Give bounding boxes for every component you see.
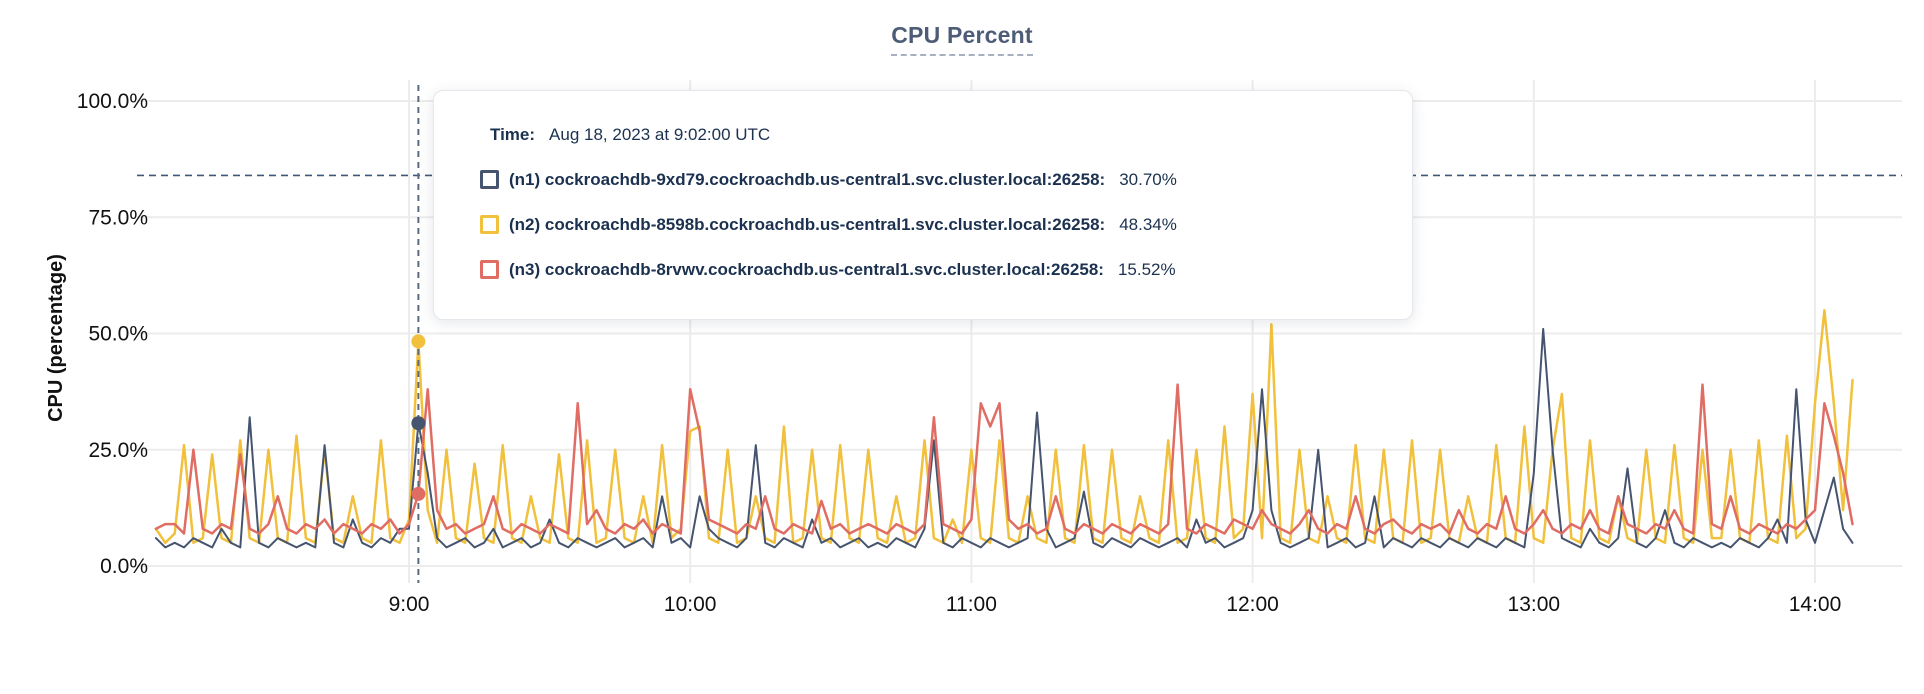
y-axis-tick-label: 0.0% (100, 555, 148, 578)
x-axis-tick-label: 12:00 (1226, 593, 1279, 616)
tooltip-series-row-n1: (n1) cockroachdb-9xd79.cockroachdb.us-ce… (480, 157, 1412, 202)
series-line-n1[interactable] (154, 327, 1854, 549)
chart-tooltip: Time: Aug 18, 2023 at 9:02:00 UTC (n1) co… (433, 90, 1413, 320)
tooltip-series-row-n2: (n2) cockroachdb-8598b.cockroachdb.us-ce… (480, 202, 1412, 247)
tooltip-series-value: 48.34% (1119, 214, 1177, 234)
tooltip-time-row: Time: Aug 18, 2023 at 9:02:00 UTC (490, 125, 1412, 145)
tooltip-series-label: (n3) cockroachdb-8rvwv.cockroachdb.us-ce… (509, 259, 1104, 279)
chart-title[interactable]: CPU Percent (891, 22, 1033, 56)
y-axis-tick-label: 100.0% (77, 90, 148, 113)
tooltip-series-row-n3: (n3) cockroachdb-8rvwv.cockroachdb.us-ce… (480, 247, 1412, 292)
x-axis-tick-label: 13:00 (1508, 593, 1561, 616)
tooltip-time-value: Aug 18, 2023 at 9:02:00 UTC (549, 125, 771, 144)
x-axis-tick-label: 14:00 (1789, 593, 1842, 616)
x-axis-tick-label: 11:00 (946, 593, 997, 616)
tooltip-time-label: Time: (490, 125, 536, 144)
series-swatch-icon-n1 (480, 170, 499, 189)
x-axis-tick-label: 10:00 (664, 593, 717, 616)
y-axis-tick-label: 75.0% (88, 206, 148, 229)
tooltip-series-label: (n2) cockroachdb-8598b.cockroachdb.us-ce… (509, 214, 1106, 234)
hover-point-dot-n3 (411, 486, 426, 501)
tooltip-series-value: 15.52% (1117, 259, 1176, 279)
series-line-n3[interactable] (154, 383, 1854, 535)
x-axis-tick-label: 9:00 (389, 593, 430, 616)
chart-header: CPU Percent (0, 22, 1924, 56)
tooltip-series-label: (n1) cockroachdb-9xd79.cockroachdb.us-ce… (509, 169, 1106, 189)
series-swatch-icon-n3 (480, 260, 499, 279)
hover-point-dot-n2 (411, 334, 426, 349)
y-axis-title: CPU (percentage) (45, 254, 67, 422)
series-swatch-icon-n2 (480, 215, 499, 234)
y-axis-tick-label: 25.0% (88, 439, 148, 462)
series-line-n2[interactable] (154, 309, 1854, 545)
tooltip-series-value: 30.70% (1119, 169, 1177, 189)
hover-point-dot-n1 (411, 416, 426, 431)
y-axis-tick-label: 50.0% (88, 323, 148, 346)
tooltip-series-rows: (n1) cockroachdb-9xd79.cockroachdb.us-ce… (480, 157, 1412, 292)
